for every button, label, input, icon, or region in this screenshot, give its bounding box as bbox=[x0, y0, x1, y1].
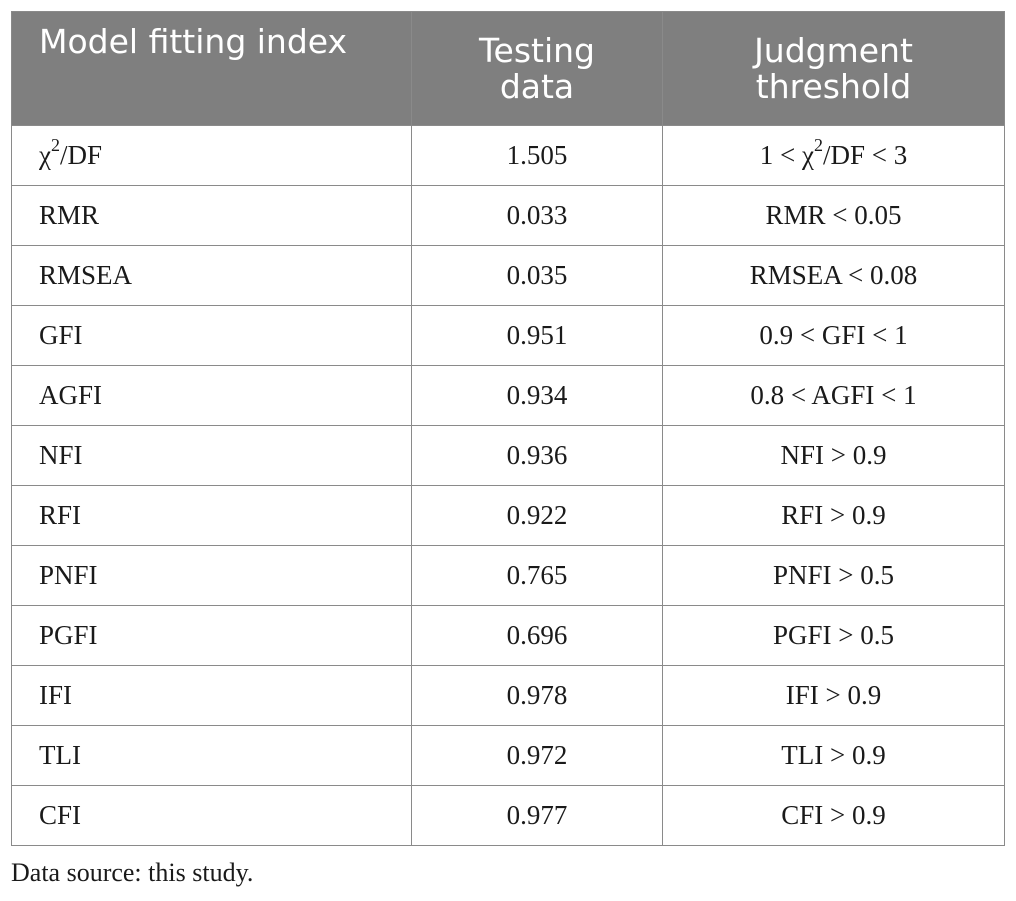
row-threshold: PNFI > 0.5 bbox=[662, 545, 1005, 606]
row-threshold: 1 < χ2/DF < 3 bbox=[662, 125, 1005, 186]
row-threshold: RFI > 0.9 bbox=[662, 485, 1005, 546]
table-row: TLI 0.972 TLI > 0.9 bbox=[11, 725, 1005, 786]
header-testing-data-line2: data bbox=[499, 66, 575, 106]
row-threshold: PGFI > 0.5 bbox=[662, 605, 1005, 666]
header-judgment-threshold: Judgment threshold bbox=[662, 11, 1005, 126]
table-row-chi-square-df: χ2/DF 1.505 1 < χ2/DF < 3 bbox=[11, 125, 1005, 186]
row-value: 0.951 bbox=[411, 305, 663, 366]
row-name: PGFI bbox=[11, 605, 412, 666]
threshold-post: /DF < 3 bbox=[822, 140, 908, 170]
row-name: NFI bbox=[11, 425, 412, 486]
table-row: RMR 0.033 RMR < 0.05 bbox=[11, 185, 1005, 246]
header-judgment-threshold-line1: Judgment bbox=[754, 30, 913, 70]
row-value: 0.922 bbox=[411, 485, 663, 546]
row-name: RMSEA bbox=[11, 245, 412, 306]
row-name: AGFI bbox=[11, 365, 412, 426]
row-threshold: CFI > 0.9 bbox=[662, 785, 1005, 846]
header-testing-data: Testing data bbox=[411, 11, 663, 126]
row-threshold: 0.9 < GFI < 1 bbox=[662, 305, 1005, 366]
row-threshold: RMSEA < 0.08 bbox=[662, 245, 1005, 306]
table-row: PGFI 0.696 PGFI > 0.5 bbox=[11, 605, 1005, 666]
row-threshold: 0.8 < AGFI < 1 bbox=[662, 365, 1005, 426]
row-value: 0.977 bbox=[411, 785, 663, 846]
threshold-pre: 1 < χ bbox=[759, 140, 814, 170]
header-testing-data-line1: Testing bbox=[478, 30, 595, 70]
table-row: IFI 0.978 IFI > 0.9 bbox=[11, 665, 1005, 726]
df-text: /DF bbox=[59, 140, 103, 170]
table-row: RFI 0.922 RFI > 0.9 bbox=[11, 485, 1005, 546]
model-fit-table: Model fitting index Testing data Judgmen… bbox=[11, 11, 1005, 846]
table-row: NFI 0.936 NFI > 0.9 bbox=[11, 425, 1005, 486]
row-value: 0.035 bbox=[411, 245, 663, 306]
data-source-note: Data source: this study. bbox=[11, 858, 254, 887]
header-model-fitting-index: Model fitting index bbox=[11, 11, 412, 126]
table-row: GFI 0.951 0.9 < GFI < 1 bbox=[11, 305, 1005, 366]
superscript-2: 2 bbox=[50, 135, 60, 155]
row-name: GFI bbox=[11, 305, 412, 366]
row-threshold: IFI > 0.9 bbox=[662, 665, 1005, 726]
row-name: RFI bbox=[11, 485, 412, 546]
row-name: IFI bbox=[11, 665, 412, 726]
threshold-superscript-2: 2 bbox=[813, 135, 823, 155]
row-threshold: RMR < 0.05 bbox=[662, 185, 1005, 246]
header-row: Model fitting index Testing data Judgmen… bbox=[11, 11, 1005, 126]
table-row: RMSEA 0.035 RMSEA < 0.08 bbox=[11, 245, 1005, 306]
row-value: 1.505 bbox=[411, 125, 663, 186]
table-body: χ2/DF 1.505 1 < χ2/DF < 3 RMR 0.033 RMR … bbox=[11, 125, 1005, 846]
row-name: TLI bbox=[11, 725, 412, 786]
row-name: PNFI bbox=[11, 545, 412, 606]
table-row: CFI 0.977 CFI > 0.9 bbox=[11, 785, 1005, 846]
table-row: PNFI 0.765 PNFI > 0.5 bbox=[11, 545, 1005, 606]
row-value: 0.978 bbox=[411, 665, 663, 726]
row-value: 0.934 bbox=[411, 365, 663, 426]
table-header: Model fitting index Testing data Judgmen… bbox=[11, 11, 1005, 126]
row-value: 0.696 bbox=[411, 605, 663, 666]
row-value: 0.972 bbox=[411, 725, 663, 786]
header-judgment-threshold-line2: threshold bbox=[755, 66, 912, 106]
row-name: RMR bbox=[11, 185, 412, 246]
fit-index-table-container: Model fitting index Testing data Judgmen… bbox=[11, 11, 1005, 846]
table-row: AGFI 0.934 0.8 < AGFI < 1 bbox=[11, 365, 1005, 426]
row-name: CFI bbox=[11, 785, 412, 846]
row-value: 0.765 bbox=[411, 545, 663, 606]
chi-symbol: χ bbox=[39, 140, 51, 170]
row-threshold: NFI > 0.9 bbox=[662, 425, 1005, 486]
row-name: χ2/DF bbox=[11, 125, 412, 186]
row-value: 0.033 bbox=[411, 185, 663, 246]
row-threshold: TLI > 0.9 bbox=[662, 725, 1005, 786]
row-value: 0.936 bbox=[411, 425, 663, 486]
